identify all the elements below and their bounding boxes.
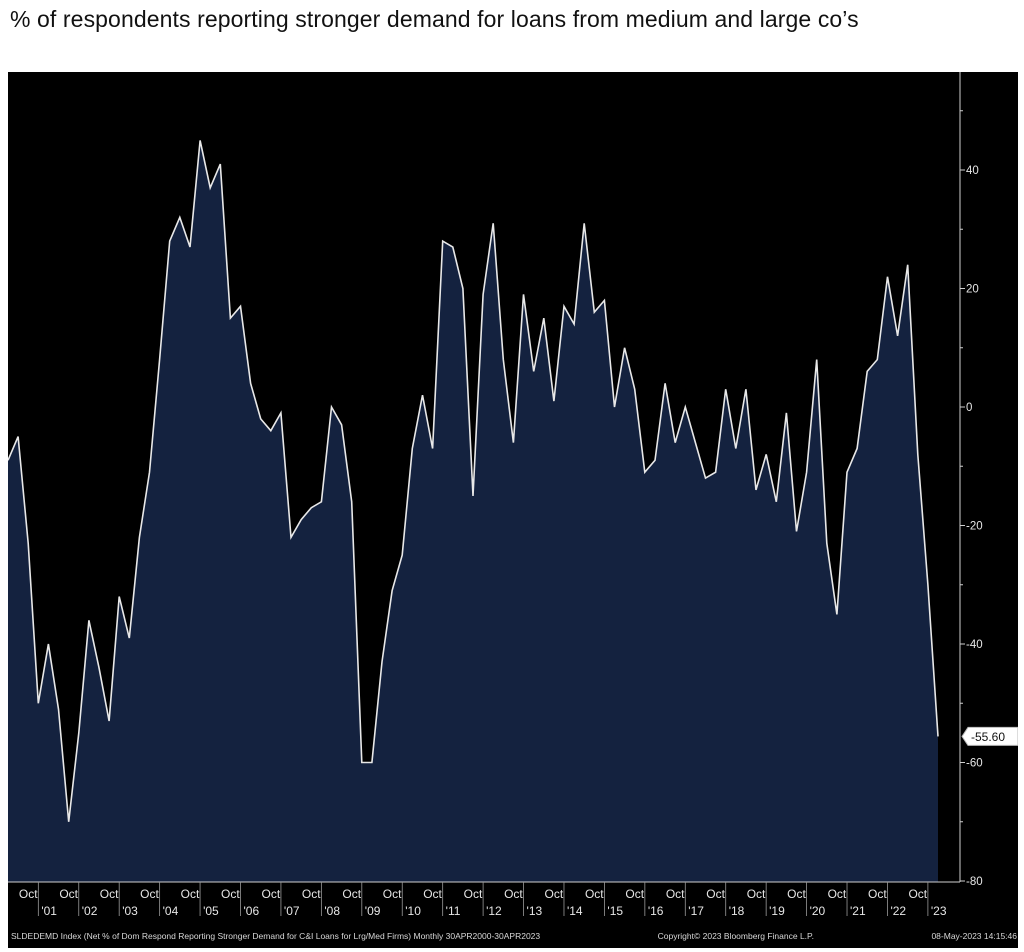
- x-tick-label-month: Oct: [625, 887, 644, 901]
- y-tick-label: -60: [966, 758, 983, 770]
- y-tick-label: 40: [966, 165, 979, 177]
- x-tick-label-month: Oct: [261, 887, 280, 901]
- x-tick-label-month: Oct: [666, 887, 685, 901]
- y-tick-label: -40: [966, 639, 983, 651]
- footer-copyright: Copyright© 2023 Bloomberg Finance L.P.: [657, 931, 814, 941]
- x-tick-label-month: Oct: [545, 887, 564, 901]
- x-tick-label-month: Oct: [59, 887, 78, 901]
- x-tick-label-year: '17: [688, 904, 704, 918]
- x-tick-label-year: '05: [203, 904, 219, 918]
- x-tick-label-month: Oct: [423, 887, 442, 901]
- footer-timestamp: 08-May-2023 14:15:46: [931, 931, 1017, 941]
- series-area: [8, 140, 938, 882]
- x-tick-label-year: '23: [931, 904, 947, 918]
- x-tick-label-year: '06: [244, 904, 260, 918]
- x-tick-label-year: '15: [607, 904, 623, 918]
- x-tick-label-year: '12: [486, 904, 502, 918]
- x-tick-label-month: Oct: [706, 887, 725, 901]
- y-tick-label: 20: [966, 284, 979, 296]
- x-tick-label-month: Oct: [464, 887, 483, 901]
- x-tick-label-year: '11: [446, 904, 461, 918]
- x-tick-label-month: Oct: [140, 887, 159, 901]
- x-tick-label-month: Oct: [181, 887, 200, 901]
- chart-panel: 40 20 0 -20 -40 -60 -80 -55.60 Oct '01 Oct '02 Oct '…: [8, 72, 1018, 948]
- x-tick-label-year: '10: [405, 904, 421, 918]
- x-tick-label-month: Oct: [504, 887, 523, 901]
- x-tick-label-month: Oct: [868, 887, 887, 901]
- last-value-badge: [961, 726, 1018, 746]
- x-tick-label-month: Oct: [747, 887, 766, 901]
- x-tick-label-year: '08: [324, 904, 340, 918]
- x-tick-label-year: '19: [769, 904, 785, 918]
- footer-ticker: SLDEDEMD Index (Net % of Dom Respond Rep…: [11, 931, 541, 941]
- last-value-label: -55.60: [971, 730, 1005, 744]
- x-tick-label-year: '03: [122, 904, 138, 918]
- x-tick-label-year: '21: [850, 904, 866, 918]
- x-tick-label-year: '07: [284, 904, 300, 918]
- x-tick-label-year: '04: [163, 904, 179, 918]
- series-line: [8, 140, 939, 822]
- x-tick-label-month: Oct: [221, 887, 240, 901]
- y-axis: 40 20 0 -20 -40 -60 -80 -55.60: [959, 72, 1018, 888]
- x-tick-label-year: '20: [810, 904, 826, 918]
- plot-area: [8, 140, 939, 882]
- x-tick-label-year: '22: [890, 904, 906, 918]
- y-tick-label: -20: [966, 521, 983, 533]
- chart-footer: SLDEDEMD Index (Net % of Dom Respond Rep…: [11, 931, 1017, 941]
- y-tick-label: 0: [966, 402, 972, 414]
- x-tick-label-year: '16: [648, 904, 664, 918]
- chart-title: % of respondents reporting stronger dema…: [10, 6, 859, 32]
- x-tick-label-month: Oct: [342, 887, 361, 901]
- y-tick-label: -80: [966, 876, 983, 888]
- x-tick-label-year: '13: [527, 904, 543, 918]
- x-tick-label-month: Oct: [302, 887, 321, 901]
- x-tick-label-month: Oct: [828, 887, 847, 901]
- x-tick-label-month: Oct: [585, 887, 604, 901]
- x-tick-label-month: Oct: [908, 887, 927, 901]
- x-tick-label-month: Oct: [787, 887, 806, 901]
- x-axis: Oct'01Oct'02Oct'03Oct'04Oct'05Oct'06Oct'…: [8, 881, 960, 918]
- x-tick-label-year: '09: [365, 904, 381, 918]
- x-tick-label-month: Oct: [100, 887, 119, 901]
- x-tick-label-year: '18: [729, 904, 745, 918]
- x-tick-label-year: '01: [41, 904, 57, 918]
- x-tick-label-year: '14: [567, 904, 583, 918]
- x-tick-label-year: '02: [82, 904, 98, 918]
- x-tick-label-month: Oct: [19, 887, 38, 901]
- x-tick-label-month: Oct: [383, 887, 402, 901]
